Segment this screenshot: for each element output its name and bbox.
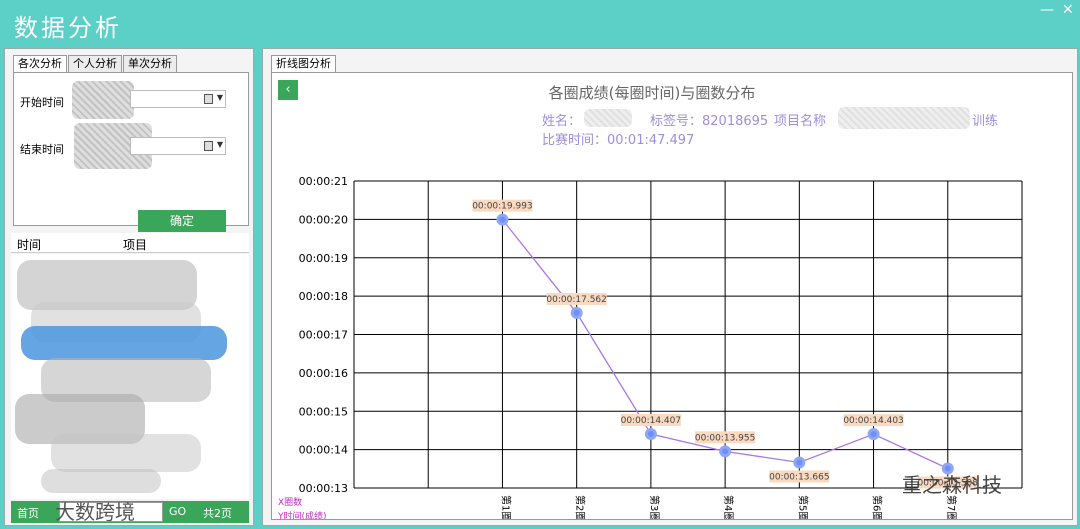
- watermark-left: 大数跨境: [55, 500, 135, 524]
- x-axis-legend: X圈数: [278, 496, 302, 508]
- redacted-row: [51, 434, 201, 472]
- right-panel: 折线图分析 ‹ 各圈成绩(每圈时间)与圈数分布 姓名： 标签号：82018695…: [262, 48, 1078, 526]
- data-label: 00:00:14.407: [621, 416, 681, 426]
- data-label: 00:00:13.955: [695, 433, 755, 443]
- query-box: 开始时间 ▼ 结束时间 ▼ 确定: [13, 72, 249, 232]
- y-tick-label: 00:00:16: [299, 367, 348, 380]
- data-point: [719, 445, 732, 458]
- x-tick-label: 第6圈: [871, 495, 884, 519]
- data-label-background: [769, 470, 830, 483]
- data-point: [793, 456, 806, 469]
- line-chart: 00:00:13 00:00:14 00:00:15 00:00:16 00:00:17…: [277, 175, 1023, 519]
- calendar-icon: [204, 141, 213, 151]
- pager: 首页 GO 共2页: [11, 501, 249, 523]
- back-button[interactable]: ‹: [278, 80, 298, 100]
- end-time-label: 结束时间: [20, 143, 64, 156]
- calendar-icon: [204, 94, 213, 104]
- go-button[interactable]: GO: [169, 505, 187, 518]
- redacted-start: [72, 81, 134, 119]
- x-tick-label: 第4圈: [722, 495, 735, 519]
- minimize-button[interactable]: —: [1040, 2, 1054, 18]
- y-tick-label: 00:00:14: [299, 444, 348, 457]
- data-point: [570, 306, 583, 319]
- data-label: 00:00:17.562: [546, 295, 606, 305]
- data-label: 00:00:14.403: [843, 416, 903, 426]
- redacted-row: [17, 260, 197, 310]
- left-tabs: 各次分析 个人分析 单次分析: [13, 55, 178, 73]
- close-button[interactable]: ✕: [1062, 2, 1074, 18]
- data-point: [496, 213, 509, 226]
- page-input[interactable]: [59, 502, 163, 522]
- project-suffix: 训练: [972, 114, 999, 129]
- x-tick-label: 第7圈: [945, 495, 958, 519]
- chart-title: 各圈成绩(每圈时间)与圈数分布: [548, 84, 756, 102]
- start-time-picker[interactable]: ▼: [130, 90, 226, 108]
- start-time-label: 开始时间: [20, 96, 64, 109]
- watermark-right: 重之森科技: [902, 473, 1002, 497]
- selected-row[interactable]: [21, 326, 227, 360]
- column-time: 时间: [17, 238, 42, 252]
- tag-number: 标签号：82018695: [650, 114, 769, 129]
- x-tick-label: 第5圈: [796, 495, 809, 519]
- x-tick-label: 第3圈: [648, 495, 661, 519]
- data-point: [941, 462, 954, 475]
- data-point: [644, 428, 657, 441]
- data-label-background: [917, 476, 978, 489]
- title-bar: 数据分析 — ✕: [0, 0, 1080, 48]
- data-label-background: [546, 292, 607, 305]
- confirm-button[interactable]: 确定: [138, 210, 226, 232]
- total-pages: 共2页: [203, 507, 232, 520]
- column-project: 项目: [123, 238, 148, 252]
- chevron-down-icon: ▼: [216, 93, 223, 102]
- data-label-background: [695, 431, 756, 444]
- redacted-name: [584, 109, 632, 127]
- y-tick-label: 00:00:19: [299, 252, 348, 265]
- y-axis-legend: Y时间(成绩): [277, 510, 327, 519]
- data-label-background: [843, 414, 904, 427]
- data-label-background: [472, 199, 533, 212]
- tab-each-analysis[interactable]: 各次分析: [13, 55, 67, 73]
- y-tick-label: 00:00:20: [299, 213, 348, 226]
- tab-line-chart[interactable]: 折线图分析: [271, 55, 336, 73]
- y-tick-label: 00:00:17: [299, 329, 348, 342]
- tab-personal-analysis[interactable]: 个人分析: [68, 55, 122, 72]
- y-tick-label: 00:00:15: [299, 405, 348, 418]
- chart-area: ‹ 各圈成绩(每圈时间)与圈数分布 姓名： 标签号：82018695 项目名称 …: [271, 72, 1073, 520]
- record-list[interactable]: [11, 254, 249, 499]
- y-tick-label: 00:00:21: [299, 175, 348, 188]
- app-title: 数据分析: [14, 14, 122, 42]
- list-header: 时间 项目: [11, 233, 249, 253]
- data-label: 00:00:19.993: [472, 202, 532, 212]
- y-tick-label: 00:00:13: [299, 482, 348, 495]
- redacted-row: [41, 469, 161, 493]
- x-tick-label: 第1圈: [499, 495, 512, 519]
- tab-single-analysis[interactable]: 单次分析: [123, 55, 177, 72]
- data-label: 00:00:13.508: [918, 479, 979, 489]
- name-label: 姓名：: [542, 114, 582, 129]
- left-panel: 各次分析 个人分析 单次分析 开始时间 ▼ 结束时间 ▼ 确定 时间 项目 首页: [4, 48, 254, 526]
- data-point: [867, 428, 880, 441]
- y-tick-label: 00:00:18: [299, 290, 348, 303]
- data-label-background: [620, 414, 681, 427]
- chevron-down-icon: ▼: [216, 140, 223, 149]
- data-label: 00:00:13.665: [769, 472, 829, 482]
- x-tick-label: 第2圈: [574, 495, 587, 519]
- race-time: 比赛时间：00:01:47.497: [542, 133, 695, 148]
- end-time-picker[interactable]: ▼: [130, 137, 226, 155]
- first-page-button[interactable]: 首页: [17, 507, 39, 520]
- project-label: 项目名称: [774, 114, 827, 129]
- redacted-project: [838, 107, 970, 129]
